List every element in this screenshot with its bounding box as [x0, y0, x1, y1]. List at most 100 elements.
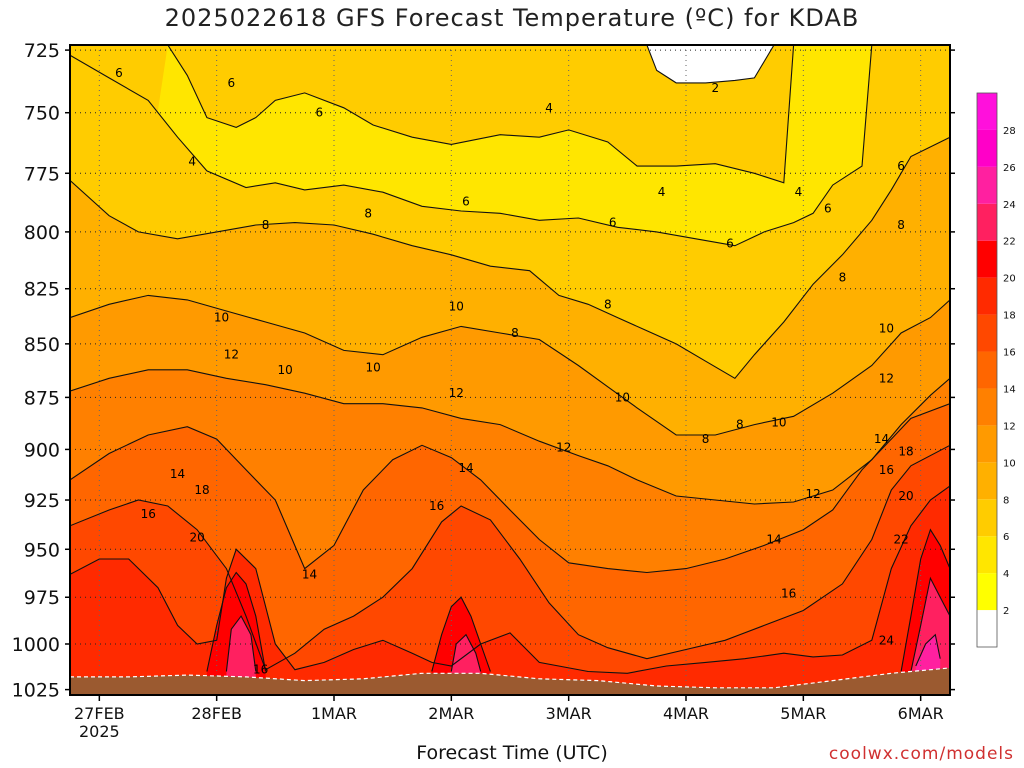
contour-label: 10: [365, 361, 380, 375]
ground-surface: [70, 667, 950, 695]
contour-label: 8: [262, 218, 270, 232]
contour-label: 14: [170, 467, 185, 481]
contour-line-20: [431, 596, 491, 672]
contour-line-20: [206, 571, 267, 672]
contour-label: 6: [228, 76, 236, 90]
contour-label: 18: [194, 483, 209, 497]
y-tick-label: 725: [24, 40, 60, 62]
contour-line-22: [225, 615, 257, 672]
contour-label: 22: [893, 533, 908, 547]
colorbar-label: 2: [1003, 606, 1009, 617]
colorbar-swatch: [977, 573, 997, 611]
x-tick-label: 5MAR: [780, 704, 826, 723]
colorbar-swatch: [977, 536, 997, 574]
credit-link[interactable]: coolwx.com/models: [828, 744, 1014, 764]
contour-line-18: [70, 485, 950, 674]
contour-label: 12: [556, 440, 571, 454]
y-axis: 7257507758008258508759009259509751000102…: [12, 40, 955, 702]
y-tick-label: 900: [24, 439, 60, 461]
contour-line-14: [70, 403, 950, 574]
contour-label: 12: [224, 348, 239, 362]
colorbar-label: 6: [1003, 532, 1009, 543]
colorbar-swatch: [977, 93, 997, 130]
contour-line-20: [900, 528, 950, 672]
colorbar-label: 28: [1003, 126, 1016, 137]
colorbar-swatch: [977, 240, 997, 278]
contour-label: 6: [316, 106, 324, 120]
contour-label: 4: [795, 185, 803, 199]
field-band: [226, 616, 256, 695]
contour-label: 14: [302, 567, 317, 581]
colorbar-label: 24: [1003, 200, 1016, 211]
contour-line-22: [910, 576, 950, 672]
contour-line-8: [70, 136, 950, 380]
y-tick-label: 825: [24, 279, 60, 301]
colorbar-swatch: [977, 499, 997, 537]
y-tick-label: 800: [24, 222, 60, 244]
contour-label: 8: [897, 218, 905, 232]
contour-line-4: [167, 45, 795, 184]
x-tick-label: 3MAR: [546, 704, 592, 723]
colorbar-label: 4: [1003, 569, 1009, 580]
y-tick-label: 850: [24, 334, 60, 356]
contour-label: 12: [879, 371, 894, 385]
colorbar-frame: [976, 92, 998, 648]
contour-label: 6: [115, 66, 123, 80]
colorbar-swatch: [977, 203, 997, 241]
contour-line-22: [450, 633, 482, 672]
colorbar-swatch: [977, 129, 997, 167]
contour-line-24: [915, 633, 941, 667]
colorbar-label: 10: [1003, 458, 1016, 469]
colorbar-swatch: [977, 425, 997, 463]
contour-label: 6: [726, 236, 734, 250]
contour-label: 16: [253, 663, 268, 677]
contour-label: 4: [658, 185, 666, 199]
contour-label: 10: [615, 390, 630, 404]
contour-label: 18: [898, 444, 913, 458]
colorbar-label: 8: [1003, 495, 1009, 506]
colorbar-swatch: [977, 462, 997, 500]
contour-label: 6: [609, 216, 617, 230]
grid-lines: [70, 45, 950, 695]
x-tick-label: 4MAR: [663, 704, 709, 723]
y-tick-label: 1025: [12, 680, 60, 702]
colorbar-label: 22: [1003, 237, 1016, 248]
field-band: [70, 445, 950, 695]
contour-label: 8: [511, 326, 519, 340]
colorbar-label: 12: [1003, 421, 1016, 432]
colorbar-swatch: [977, 314, 997, 352]
x-axis-title: Forecast Time (UTC): [416, 742, 608, 764]
y-tick-label: 875: [24, 387, 60, 409]
contour-label: 8: [702, 432, 710, 446]
contour-label: 6: [824, 202, 832, 216]
contour-label: 14: [874, 432, 889, 446]
contour-label: 20: [189, 531, 204, 545]
colorbar-label: 18: [1003, 311, 1016, 322]
colorbar-label: 26: [1003, 163, 1016, 174]
contour-label: 6: [897, 159, 905, 173]
contour-label: 10: [214, 311, 229, 325]
x-tick-label: 27FEB: [74, 704, 125, 723]
contour-label: 14: [458, 461, 473, 475]
contour-label: 14: [766, 533, 781, 547]
x-tick-label: 6MAR: [898, 704, 944, 723]
field-band: [646, 45, 774, 83]
contour-label: 10: [277, 363, 292, 377]
colorbar-label: 16: [1003, 348, 1016, 359]
contour-label: 8: [839, 271, 847, 285]
contour-label: 8: [364, 206, 372, 220]
contour-label: 12: [449, 386, 464, 400]
colorbar-swatch: [977, 610, 997, 647]
contour-label: 16: [141, 507, 156, 521]
contour-label: 10: [879, 322, 894, 336]
contour-label: 8: [604, 297, 612, 311]
x-tick-label: 2MAR: [428, 704, 474, 723]
contour-line-2: [646, 45, 775, 84]
contour-label: 12: [805, 487, 820, 501]
contour-label: 16: [429, 499, 444, 513]
contour-label: 16: [781, 586, 796, 600]
